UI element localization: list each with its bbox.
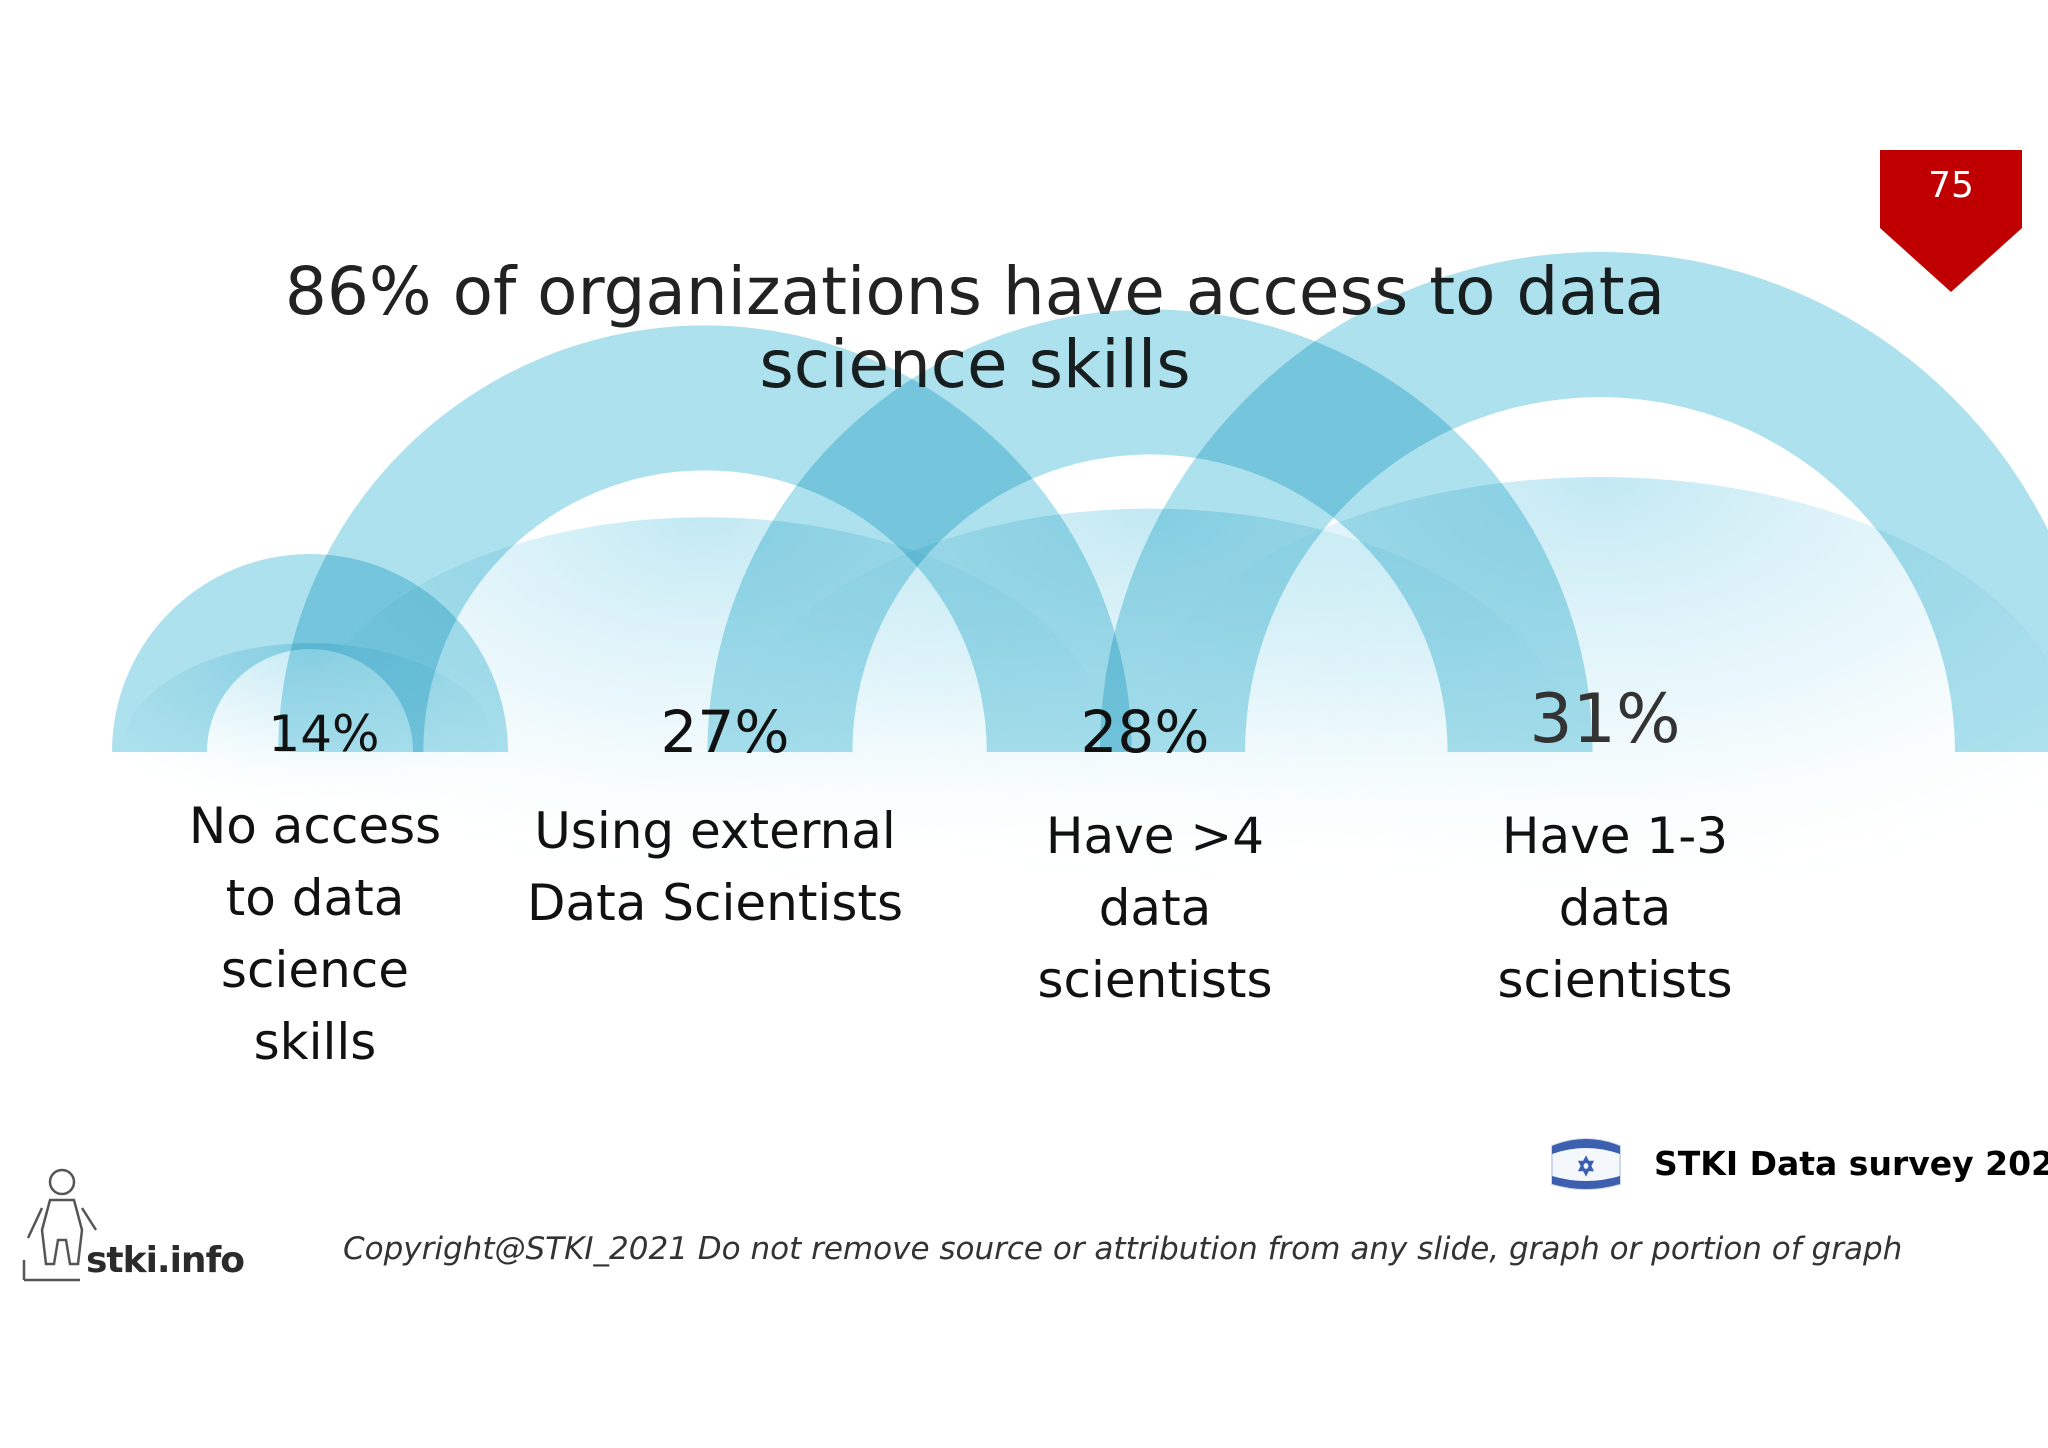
arc-mark-3: [1100, 252, 2048, 752]
stki-person-logo-icon: [22, 1168, 98, 1282]
value-label-2: 28%: [1080, 698, 1210, 766]
source-attribution: STKI Data survey 2021: [1548, 1128, 2048, 1198]
logo-text: stki.info: [86, 1240, 245, 1281]
value-label-1: 27%: [660, 698, 790, 766]
page-number: 75: [1928, 165, 1974, 206]
value-label-3: 31%: [1529, 680, 1681, 759]
source-label: STKI Data survey 2021: [1654, 1143, 2048, 1183]
copyright-notice: Copyright@STKI_2021 Do not remove source…: [343, 1231, 1903, 1267]
category-label-0: No access to data science skills: [188, 797, 442, 1071]
category-label-3: Have 1-3 data scientists: [1497, 807, 1733, 1009]
israel-flag-icon: [1551, 1138, 1621, 1190]
category-label-2: Have >4 data scientists: [1037, 807, 1273, 1009]
page-badge: [1880, 150, 2022, 292]
category-label-1: Using external Data Scientists: [526, 802, 904, 932]
value-label-0: 14%: [268, 705, 380, 763]
